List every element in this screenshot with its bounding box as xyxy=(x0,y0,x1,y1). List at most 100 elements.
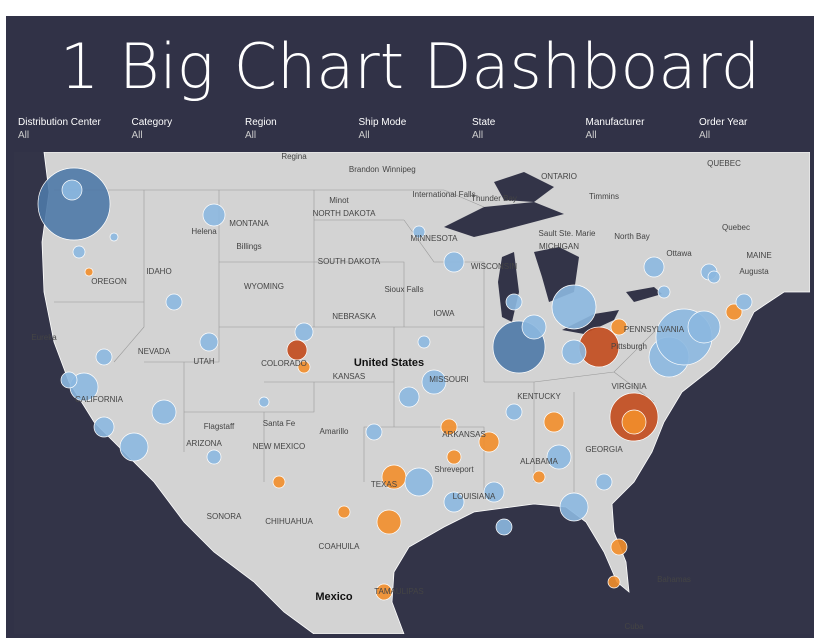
bubble xyxy=(657,285,671,299)
filter-label: Region xyxy=(245,117,277,128)
filter-value[interactable]: All xyxy=(358,130,370,141)
bubble xyxy=(505,293,523,311)
filter-value[interactable]: All xyxy=(18,130,30,141)
filter-value[interactable]: All xyxy=(585,130,597,141)
map-label: COLORADO xyxy=(261,359,307,368)
filter-label: State xyxy=(472,117,496,128)
bubble xyxy=(421,369,447,395)
map-label: MINNESOTA xyxy=(411,234,459,243)
bubble xyxy=(404,467,434,497)
map-label: Flagstaff xyxy=(204,422,235,431)
map-label: North Bay xyxy=(614,232,650,241)
map-label: Helena xyxy=(191,227,217,236)
filter-label: Manufacturer xyxy=(585,117,645,128)
map-label: Mexico xyxy=(315,591,353,603)
bubble xyxy=(725,303,743,321)
map-label: VIRGINIA xyxy=(611,382,647,391)
filter-label: Category xyxy=(131,117,173,128)
map-label: NEBRASKA xyxy=(332,312,376,321)
bubble xyxy=(440,418,458,436)
bubble xyxy=(532,470,546,484)
map-label: KANSAS xyxy=(333,372,365,381)
map-label: Cuba xyxy=(624,622,644,631)
lake-ontario xyxy=(626,287,662,302)
map-label: WISCONSIN xyxy=(471,262,517,271)
bubble xyxy=(272,475,286,489)
bubble xyxy=(607,575,621,589)
map-label: Thunder Bay xyxy=(471,194,517,203)
bubble xyxy=(206,449,222,465)
bubble xyxy=(505,403,523,421)
title: 1 Big Chart Dashboard xyxy=(59,30,761,103)
filter[interactable]: State All xyxy=(472,117,495,141)
map-label: COAHUILA xyxy=(319,542,361,551)
bubble xyxy=(707,270,721,284)
map-label: MAINE xyxy=(746,251,771,260)
map-label: QUEBEC xyxy=(707,159,741,168)
bubble xyxy=(365,423,383,441)
bubble xyxy=(483,481,505,503)
bubble xyxy=(559,492,589,522)
bubble xyxy=(202,203,226,227)
map-label: Eureka xyxy=(31,333,57,342)
bubble xyxy=(643,256,665,278)
map-label: Billings xyxy=(236,242,261,251)
filter-value[interactable]: All xyxy=(472,130,484,141)
bubble xyxy=(543,411,565,433)
filter[interactable]: Manufacturer All xyxy=(586,117,645,141)
map-label: MISSOURI xyxy=(429,375,469,384)
map-label: TEXAS xyxy=(371,480,397,489)
filter[interactable]: Region All xyxy=(245,117,277,141)
map-label: IOWA xyxy=(433,309,455,318)
map-label: OREGON xyxy=(91,277,127,286)
land xyxy=(41,152,810,634)
bubble xyxy=(551,284,597,330)
bubble xyxy=(376,509,402,535)
filter-label: Ship Mode xyxy=(358,117,407,128)
filter[interactable]: Ship Mode All xyxy=(359,117,407,141)
bubble xyxy=(398,386,420,408)
map-label: MICHIGAN xyxy=(539,242,579,251)
map-label: ALABAMA xyxy=(520,457,558,466)
map-label: International Falls xyxy=(412,190,475,199)
map-label: Augusta xyxy=(739,267,769,276)
bubble xyxy=(610,318,628,336)
bubble xyxy=(521,314,547,340)
map-label: PENNSYLVANIA xyxy=(624,325,685,334)
map-label: WYOMING xyxy=(244,282,284,291)
map-label: CALIFORNIA xyxy=(75,395,124,404)
bubble xyxy=(495,518,513,536)
map-label: UTAH xyxy=(193,357,214,366)
hudson-bay xyxy=(494,172,554,202)
map-label: Quebec xyxy=(722,223,750,232)
filter[interactable]: Order Year All xyxy=(699,117,747,141)
filter-label: Order Year xyxy=(699,117,748,128)
bubble xyxy=(93,416,115,438)
bubble xyxy=(610,538,628,556)
bubble xyxy=(119,432,149,462)
filter-value[interactable]: All xyxy=(131,130,143,141)
bubble xyxy=(294,322,314,342)
bubble xyxy=(417,335,431,349)
map-label: CHIHUAHUA xyxy=(265,517,313,526)
filter[interactable]: Distribution Center All xyxy=(18,117,101,141)
map-label: NEW MEXICO xyxy=(253,442,305,451)
map-label: KENTUCKY xyxy=(517,392,561,401)
bubble xyxy=(595,473,613,491)
bubble xyxy=(297,360,311,374)
filter-value[interactable]: All xyxy=(245,130,257,141)
map-label: Winnipeg xyxy=(382,165,415,174)
border xyxy=(54,189,485,208)
map-label: Ottawa xyxy=(666,249,692,258)
dashboard: 1 Big Chart Dashboard Distribution Cente… xyxy=(6,16,814,638)
bubble xyxy=(735,293,753,311)
filter[interactable]: Category All xyxy=(132,117,173,141)
bubble xyxy=(561,339,587,365)
bubble xyxy=(109,232,119,242)
map-label: Minot xyxy=(329,196,349,205)
bubble xyxy=(95,348,113,366)
filter-value[interactable]: All xyxy=(699,130,711,141)
bubble xyxy=(337,505,351,519)
map-label: NORTH DAKOTA xyxy=(313,209,376,218)
bubble xyxy=(546,444,572,470)
